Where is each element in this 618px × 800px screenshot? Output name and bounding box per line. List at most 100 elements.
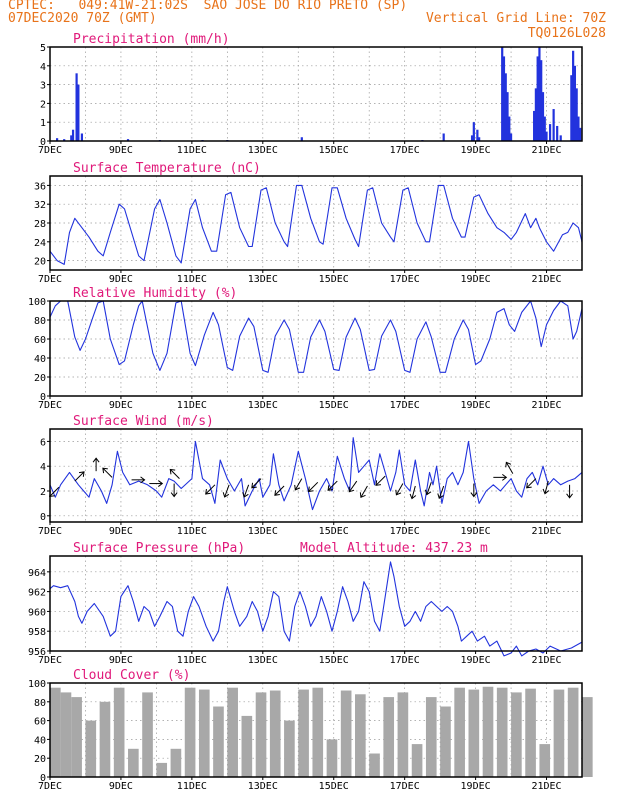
wind-arrow	[169, 468, 180, 479]
x-tick-label: 7DEC	[38, 781, 62, 792]
wind-arrow	[242, 484, 250, 498]
precip-bar	[300, 137, 303, 141]
x-tick-label: 17DEC	[390, 655, 420, 666]
precip-bar	[75, 73, 78, 141]
cloud-cover-bar	[369, 753, 380, 777]
wind-arrow	[327, 480, 338, 491]
y-tick-label: 6	[40, 437, 46, 448]
y-tick-label: 3	[40, 81, 46, 92]
precip-bar	[442, 133, 445, 141]
y-tick-label: 960	[28, 607, 46, 618]
x-tick-label: 7DEC	[38, 145, 62, 156]
wind-arrow	[375, 475, 386, 486]
panel-0: 0 1 2 3 4 5 7DEC 9DEC 11DEC 13DEC 15DEC 17DEC 19DEC 2…	[38, 32, 583, 156]
y-tick-label: 60	[34, 717, 46, 728]
x-tick-label: 7DEC	[38, 655, 62, 666]
x-tick-label: 19DEC	[461, 655, 491, 666]
x-tick-label: 13DEC	[248, 526, 278, 537]
y-tick-label: 20	[34, 754, 46, 765]
precip-bar	[70, 135, 73, 141]
precip-bar	[533, 110, 536, 141]
wind-arrow	[493, 473, 508, 481]
wind-arrow	[359, 485, 368, 499]
wind-arrow	[74, 471, 85, 482]
cloud-cover-bar	[312, 687, 324, 777]
x-tick-label: 19DEC	[461, 781, 491, 792]
panel-5: 0 20 40 60 80 100 7DEC 9DEC 11DEC 13DEC 15DEC 17DEC…	[28, 668, 593, 792]
wind-arrow	[566, 484, 573, 499]
wind-arrow	[102, 467, 113, 478]
y-tick-label: 962	[28, 588, 46, 599]
cloud-cover-bar	[170, 748, 182, 777]
precip-bar	[577, 116, 580, 141]
x-tick-label: 17DEC	[390, 781, 420, 792]
header-location-line: CPTEC: 049:41W-21:02S SAO JOSE DO RIO PR…	[8, 0, 408, 13]
precip-bar	[501, 47, 504, 141]
y-tick-label: 0	[40, 773, 46, 784]
y-tick-label: 28	[34, 219, 46, 230]
x-tick-label: 15DEC	[319, 400, 349, 411]
precip-bar	[534, 88, 537, 141]
precip-bar	[472, 122, 475, 141]
x-tick-label: 17DEC	[390, 274, 420, 285]
x-tick-label: 13DEC	[248, 655, 278, 666]
cloud-cover-bar	[468, 689, 480, 777]
wind-arrow	[395, 483, 404, 496]
y-tick-label: 964	[28, 568, 46, 579]
precip-bar	[552, 109, 555, 141]
precip-bar	[538, 47, 541, 141]
precip-bar	[579, 127, 582, 141]
y-tick-label: 20	[34, 257, 46, 268]
y-tick-label: 80	[34, 316, 46, 327]
cloud-cover-bar	[60, 692, 72, 777]
x-tick-label: 15DEC	[319, 145, 349, 156]
x-tick-label: 11DEC	[177, 655, 207, 666]
cloud-cover-bar	[397, 692, 409, 777]
panel-frame	[49, 300, 583, 397]
x-tick-label: 15DEC	[319, 526, 349, 537]
cloud-cover-bar	[99, 701, 111, 777]
wind-arrow	[470, 483, 478, 498]
x-tick-label: 19DEC	[461, 274, 491, 285]
wind-arrow	[294, 478, 303, 491]
x-tick-label: 9DEC	[109, 781, 133, 792]
panel-title: Surface Temperature (nC)	[73, 161, 261, 176]
wind-arrow	[170, 483, 178, 498]
cloud-cover-bar	[440, 706, 451, 777]
y-tick-label: 40	[34, 354, 46, 365]
precip-bar	[509, 133, 513, 141]
precip-bar	[570, 75, 573, 141]
x-tick-label: 11DEC	[177, 274, 207, 285]
wind-arrow	[251, 478, 262, 489]
panel-frame	[49, 46, 583, 142]
precip-bar	[63, 139, 66, 141]
wind-arrow	[526, 478, 537, 489]
y-tick-label: 36	[34, 181, 46, 192]
wind-arrow	[424, 482, 432, 496]
series-line	[49, 561, 583, 657]
precip-bar	[572, 50, 575, 142]
cloud-cover-bar	[184, 687, 196, 777]
wind-arrow	[348, 480, 358, 493]
precip-bar	[470, 135, 474, 141]
panel-frame	[49, 682, 583, 778]
cloud-cover-bar	[142, 692, 153, 777]
cloud-cover-bar	[213, 706, 224, 777]
cloud-cover-bar	[340, 690, 352, 777]
y-tick-label: 2	[40, 487, 46, 498]
x-tick-label: 13DEC	[248, 781, 278, 792]
x-tick-label: 9DEC	[109, 526, 133, 537]
panel-frame	[49, 428, 583, 523]
x-tick-label: 15DEC	[319, 655, 349, 666]
wind-arrow	[307, 481, 319, 493]
panel-2: 0 20 40 60 80 100 7DEC 9DEC 11DEC 13DEC 15DEC 17DEC…	[28, 286, 583, 411]
cloud-cover-bar	[496, 687, 508, 777]
cloud-cover-bar	[482, 686, 494, 777]
x-tick-label: 11DEC	[177, 781, 207, 792]
x-tick-label: 21DEC	[531, 781, 561, 792]
panel-title: Surface Pressure (hPa)	[73, 541, 245, 556]
header-date-line: 07DEC2020 70Z (GMT)	[8, 11, 157, 26]
x-tick-label: 13DEC	[248, 400, 278, 411]
y-tick-label: 0	[40, 512, 46, 523]
